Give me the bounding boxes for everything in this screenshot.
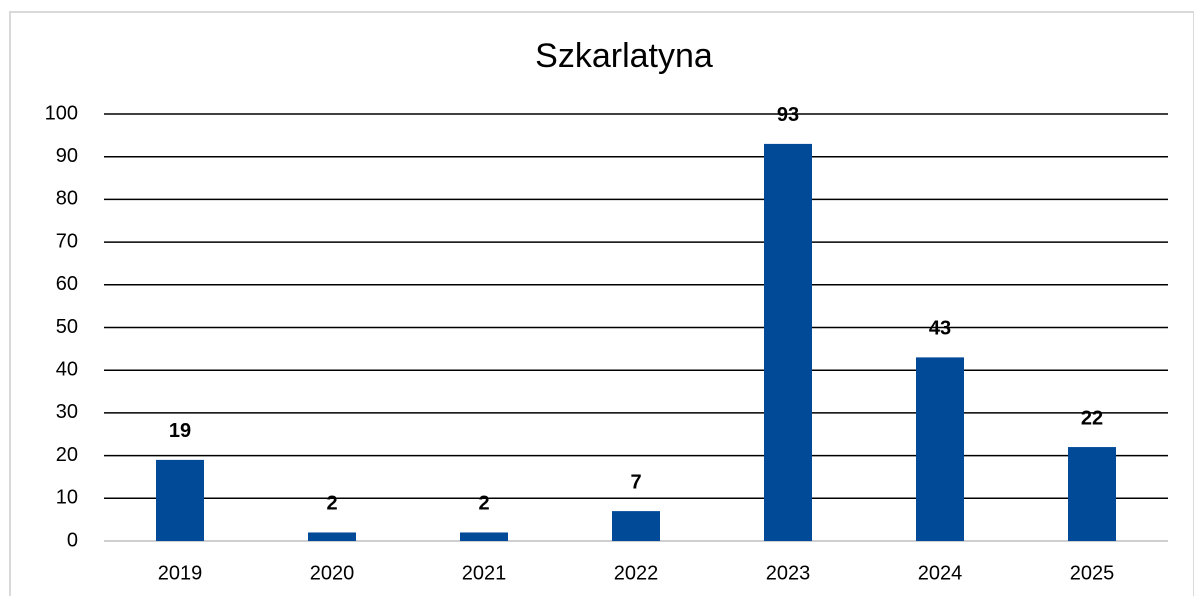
y-tick-label: 70 bbox=[56, 230, 78, 252]
y-tick-label: 20 bbox=[56, 444, 78, 466]
y-tick-label: 90 bbox=[56, 145, 78, 167]
chart-title: Szkarlatyna bbox=[535, 37, 713, 75]
bar bbox=[308, 532, 356, 541]
y-tick-label: 0 bbox=[67, 529, 78, 551]
x-tick-label: 2022 bbox=[614, 562, 659, 584]
y-tick-label: 10 bbox=[56, 487, 78, 509]
x-tick-label: 2021 bbox=[462, 562, 507, 584]
bar bbox=[916, 357, 964, 541]
y-tick-label: 100 bbox=[45, 102, 78, 124]
y-tick-label: 30 bbox=[56, 401, 78, 423]
data-label: 2 bbox=[478, 493, 489, 515]
x-tick-label: 2023 bbox=[766, 562, 811, 584]
y-tick-label: 80 bbox=[56, 188, 78, 210]
bar bbox=[156, 459, 204, 541]
y-tick-label: 50 bbox=[56, 316, 78, 338]
y-tick-label: 40 bbox=[56, 358, 78, 380]
data-label: 19 bbox=[169, 420, 191, 442]
data-label: 7 bbox=[630, 471, 641, 493]
bar bbox=[1068, 447, 1116, 541]
data-label: 22 bbox=[1081, 407, 1103, 429]
x-tick-label: 2019 bbox=[158, 562, 203, 584]
x-tick-label: 2024 bbox=[918, 562, 963, 584]
x-tick-label: 2025 bbox=[1070, 562, 1115, 584]
bar bbox=[612, 511, 660, 541]
data-label: 2 bbox=[326, 493, 337, 515]
bar bbox=[460, 532, 508, 541]
y-tick-label: 60 bbox=[56, 273, 78, 295]
data-label: 43 bbox=[929, 318, 951, 340]
data-label: 93 bbox=[777, 104, 799, 126]
x-tick-label: 2020 bbox=[310, 562, 355, 584]
chart-border bbox=[9, 11, 1194, 596]
bar bbox=[764, 143, 812, 541]
